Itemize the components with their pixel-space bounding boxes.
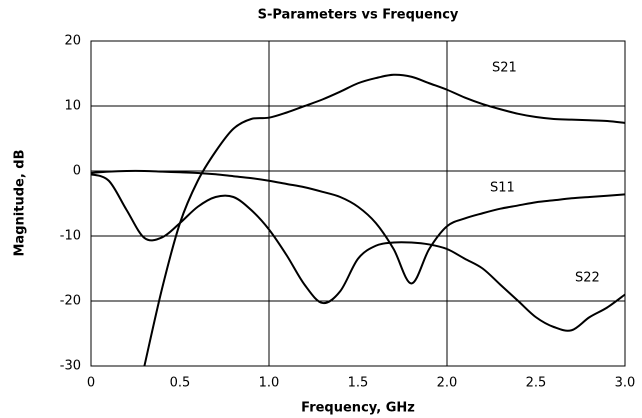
y-tick-label: 10 (64, 99, 81, 114)
series-line (90, 169, 626, 285)
x-axis-title: Frequency, GHz (301, 401, 415, 416)
x-tick-label: 3.0 (615, 376, 636, 391)
x-tick-label: 2.0 (437, 376, 458, 391)
x-tick-label: 0.5 (170, 376, 191, 391)
series-label: S21 (492, 61, 517, 76)
chart-title: S-Parameters vs Frequency (258, 8, 459, 23)
y-axis-title: Magnitude, dB (13, 150, 28, 257)
plot-frame (90, 40, 626, 367)
y-tick-label: 20 (64, 34, 81, 49)
x-tick-label: 1.5 (348, 376, 369, 391)
y-tick-label: -30 (60, 359, 81, 374)
series-line (143, 73, 626, 367)
x-tick-label: 0 (87, 376, 95, 391)
series-line (90, 173, 626, 332)
y-tick-label: -10 (60, 229, 81, 244)
y-tick-label: 0 (73, 164, 81, 179)
x-tick-label: 1.0 (259, 376, 280, 391)
series-label: S11 (490, 181, 515, 196)
x-tick-label: 2.5 (526, 376, 547, 391)
y-tick-label: -20 (60, 294, 81, 309)
series-label: S22 (575, 271, 600, 286)
